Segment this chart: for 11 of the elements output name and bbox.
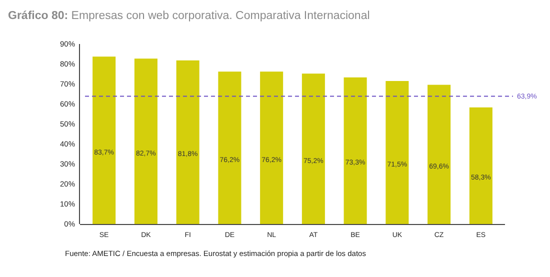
bar	[218, 72, 242, 224]
bar	[469, 107, 492, 224]
bar	[134, 58, 158, 224]
bar	[176, 60, 200, 224]
bar	[92, 56, 116, 224]
bar	[302, 74, 325, 224]
chart-title: Gráfico 80: Empresas con web corporativa. Comparativa Internacional	[8, 10, 370, 22]
bar	[386, 81, 409, 224]
bar	[428, 84, 451, 224]
bar	[260, 72, 284, 224]
bar	[344, 77, 367, 224]
